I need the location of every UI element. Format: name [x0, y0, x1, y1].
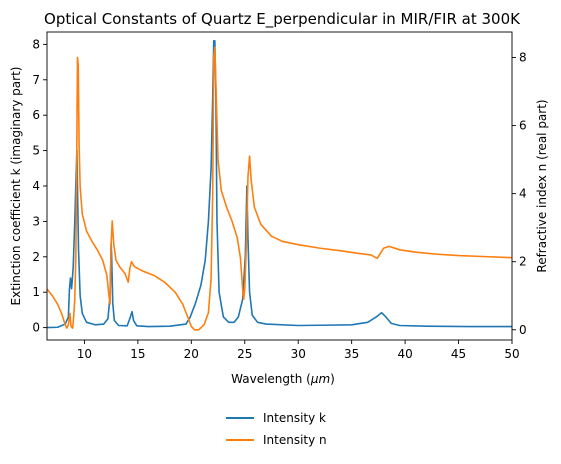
plot-frame	[46, 31, 513, 341]
x-tick-label: 25	[237, 347, 252, 361]
x-tick-label: 30	[291, 347, 306, 361]
left-y-tick-label: 1	[32, 285, 40, 299]
x-tick-label: 45	[451, 347, 466, 361]
right-y-tick-label: 6	[519, 119, 527, 133]
right-y-tick-label: 2	[519, 255, 527, 269]
right-y-axis-label: Refractive index n (real part)	[535, 99, 549, 272]
x-tick-label: 20	[184, 347, 199, 361]
right-y-tick-label: 0	[519, 323, 527, 337]
left-y-axis-label: Extinction coefficient k (imaginary part…	[9, 67, 23, 306]
series-layer	[47, 40, 512, 331]
legend-label-n: Intensity n	[263, 433, 327, 447]
left-y-tick-label: 7	[32, 73, 40, 87]
legend: Intensity k Intensity n	[226, 411, 327, 447]
left-y-tick-label: 3	[32, 214, 40, 228]
series-line-k	[47, 40, 512, 329]
chart-title: Optical Constants of Quartz E_perpendicu…	[44, 10, 521, 29]
left-y-tick-label: 0	[32, 321, 40, 335]
left-y-tick-label: 5	[32, 144, 40, 158]
x-tick-label: 40	[397, 347, 412, 361]
right-y-tick-label: 8	[519, 51, 527, 65]
x-tick-label: 10	[77, 347, 92, 361]
x-tick-label: 35	[344, 347, 359, 361]
legend-label-k: Intensity k	[263, 411, 326, 425]
x-tick-label: 15	[130, 347, 145, 361]
series-line-n	[47, 46, 512, 331]
left-y-tick-label: 6	[32, 108, 40, 122]
x-axis-label: Wavelength (μm)	[231, 372, 335, 386]
left-y-tick-label: 8	[32, 37, 40, 51]
right-y-tick-label: 4	[519, 187, 527, 201]
x-tick-label: 50	[504, 347, 519, 361]
left-y-tick-label: 2	[32, 250, 40, 264]
left-y-tick-label: 4	[32, 179, 40, 193]
